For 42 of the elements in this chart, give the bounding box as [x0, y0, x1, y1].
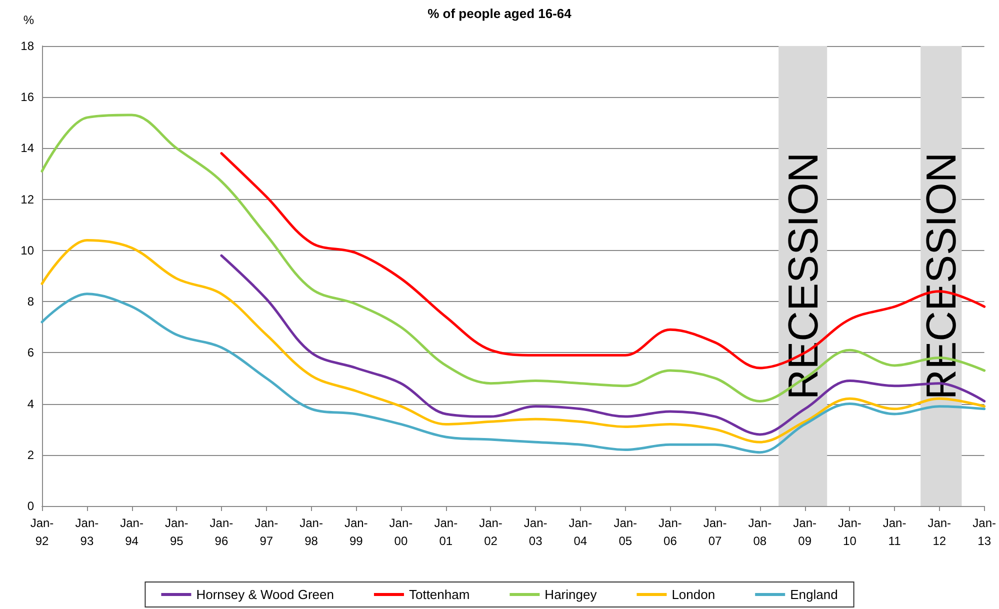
x-tick-label: Jan-94 [120, 516, 144, 548]
x-tick-label: Jan-09 [793, 516, 817, 548]
y-tick-label: 16 [20, 90, 34, 104]
x-tick-label: Jan-13 [972, 516, 996, 548]
x-tick-label: Jan-02 [479, 516, 502, 548]
x-tick-label: Jan-99 [344, 516, 368, 548]
y-tick-label: 14 [20, 141, 34, 156]
y-tick-label: 18 [20, 39, 34, 53]
x-tick-label: Jan-05 [614, 516, 638, 548]
x-tick-label: Jan-98 [300, 516, 323, 548]
y-tick-label: 2 [27, 448, 34, 462]
x-tick-label: Jan-04 [568, 516, 592, 548]
x-tick-label: Jan-08 [748, 516, 772, 548]
band-label: RECESSION [779, 152, 826, 400]
x-tick-label: Jan-93 [75, 516, 99, 548]
y-tick-label: 4 [27, 396, 34, 411]
x-tick-label: Jan-10 [838, 516, 862, 548]
legend-label: Haringey [544, 587, 598, 602]
legend-label: England [790, 587, 838, 602]
x-tick-label: Jan-07 [703, 516, 727, 548]
legend-label: Hornsey & Wood Green [196, 587, 334, 602]
legend-label: Tottenham [408, 587, 470, 602]
band-label: RECESSION [918, 152, 965, 400]
x-tick-label: Jan-01 [434, 516, 458, 548]
x-tick-label: Jan-11 [882, 516, 906, 548]
y-tick-label: 10 [20, 243, 34, 258]
y-tick-label: 6 [27, 346, 34, 360]
y-axis-title: % [23, 13, 34, 27]
y-tick-label: 12 [20, 192, 34, 206]
y-tick-label: 0 [27, 499, 34, 513]
x-tick-label: Jan-00 [389, 516, 413, 548]
line-series [40, 114, 986, 402]
x-tick-label: Jan-95 [164, 516, 188, 548]
x-tick-label: Jan-96 [210, 516, 234, 548]
x-tick-label: Jan-06 [658, 516, 682, 548]
y-tick-label: 8 [27, 294, 34, 309]
chart-title: % of people aged 16-64 [428, 6, 572, 21]
x-tick-label: Jan-12 [928, 516, 952, 548]
x-tick-label: Jan-92 [30, 516, 54, 548]
x-tick-label: Jan-97 [254, 516, 278, 548]
legend-label: London [672, 587, 716, 602]
x-tick-label: Jan-03 [524, 516, 548, 548]
